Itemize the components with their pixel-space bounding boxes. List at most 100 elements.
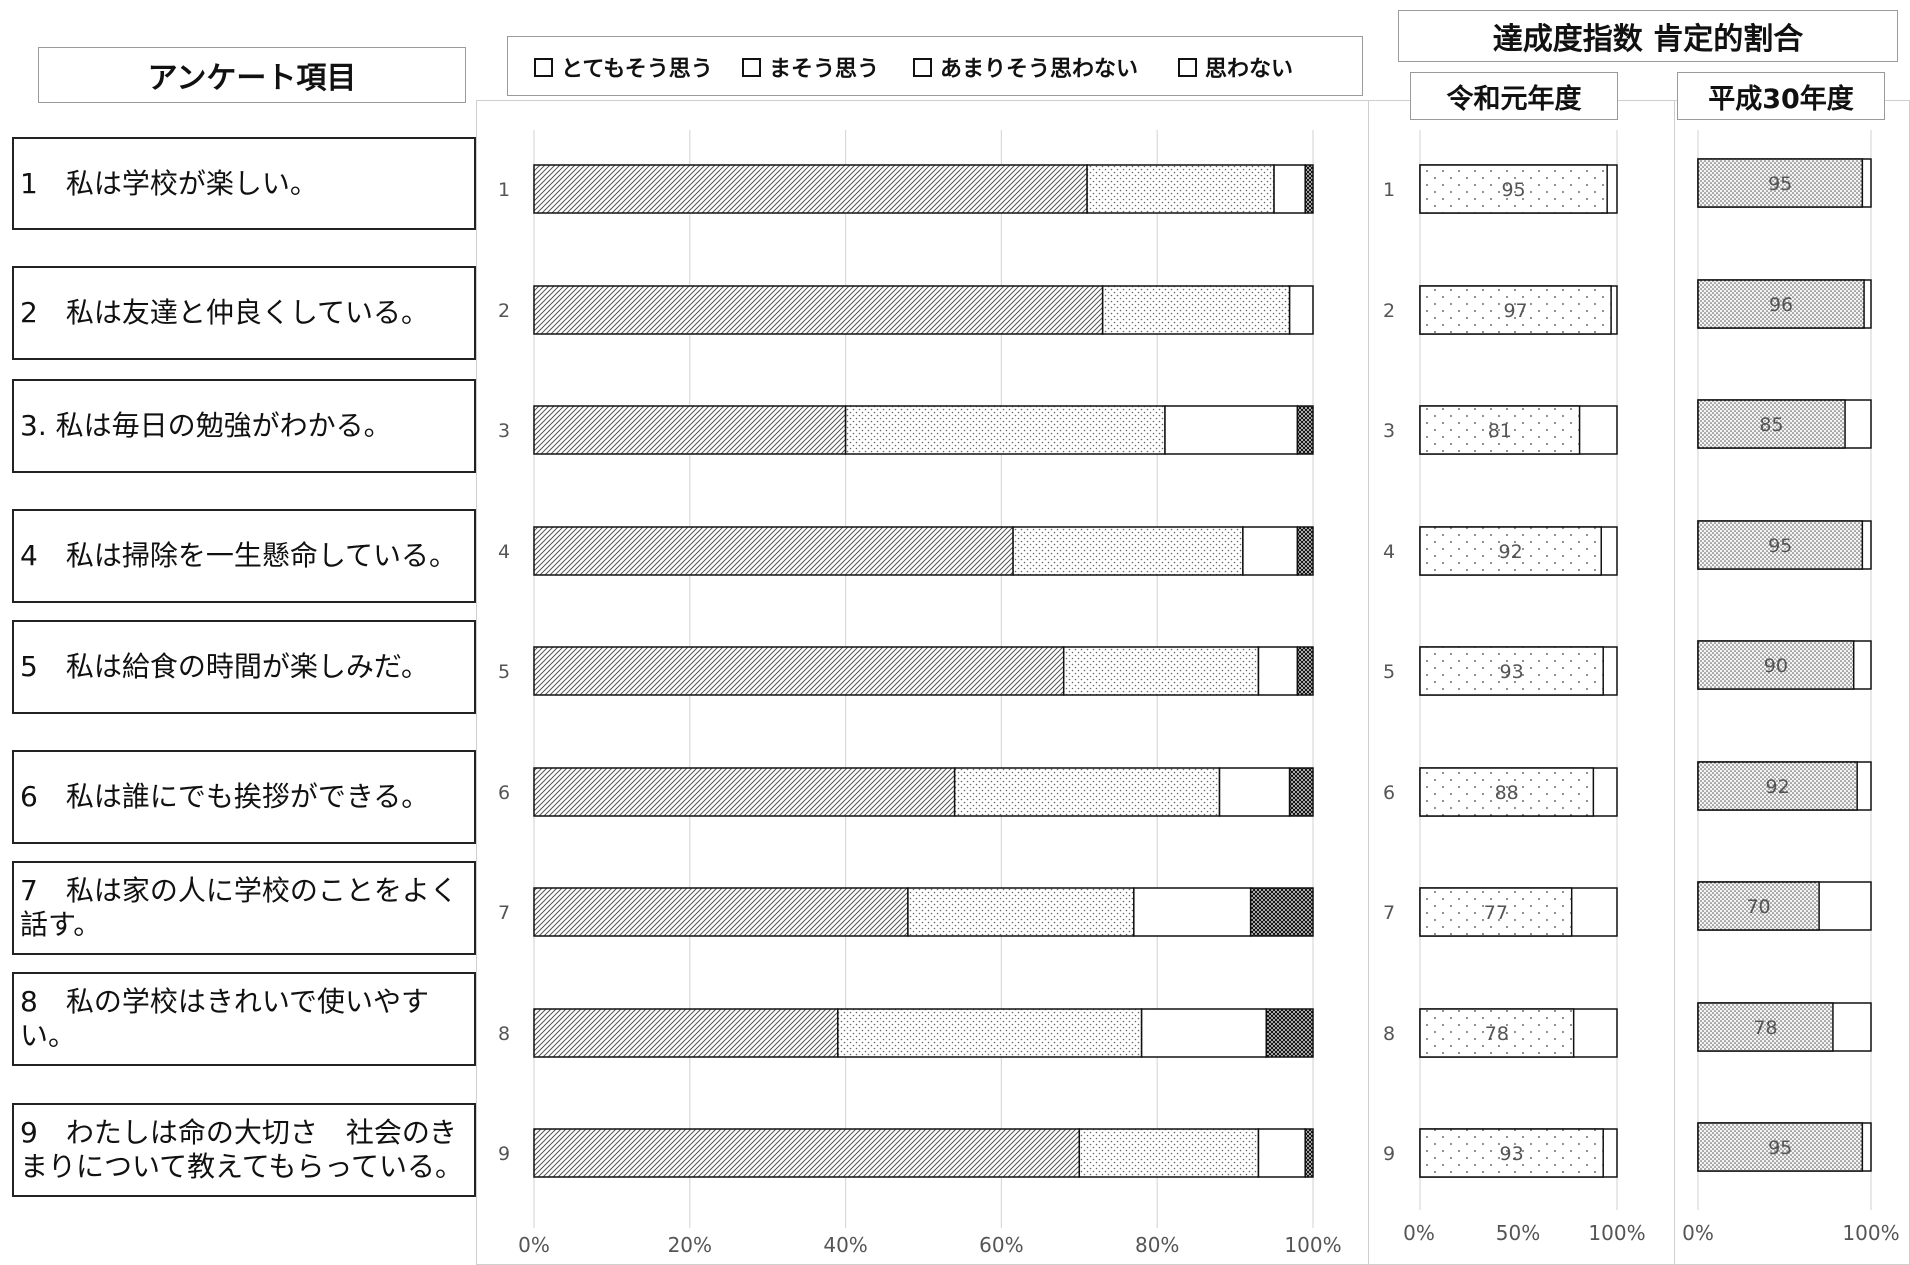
r1-year-title: 令和元年度 xyxy=(1446,83,1582,115)
bar xyxy=(1697,1002,1834,1052)
bar xyxy=(1697,158,1864,208)
category-label: 5 xyxy=(498,661,510,683)
legend-entry-disagree: あまりそう思わない xyxy=(913,37,1138,97)
bar xyxy=(1697,881,1820,931)
bar-segment xyxy=(1273,164,1306,214)
survey-item-6: 6 私は誰にでも挨拶ができる。 xyxy=(12,750,476,844)
x-tick-label: 0% xyxy=(518,1233,550,1257)
data-label: 88 xyxy=(1495,782,1519,804)
data-label: 97 xyxy=(1503,300,1527,322)
bar-segment xyxy=(1296,526,1314,576)
legend-label: あまりそう思わない xyxy=(940,57,1139,82)
h30-index-chart: 0% 100% 95 96 85 95 90 92 70 78 95 xyxy=(1682,130,1900,1245)
bar-segment xyxy=(533,767,956,817)
category-label: 1 xyxy=(1383,179,1395,201)
survey-item-2: 2 私は友達と仲良くしている。 xyxy=(12,266,476,360)
bar-segment xyxy=(844,405,1166,455)
bar-segment xyxy=(533,1128,1081,1178)
bar-segment xyxy=(1304,1128,1314,1178)
bar-segment xyxy=(533,405,847,455)
bar-segment xyxy=(1257,1128,1306,1178)
bar xyxy=(1419,646,1604,696)
data-label: 95 xyxy=(1501,179,1525,201)
category-label: 2 xyxy=(498,300,510,322)
survey-item-3: 3. 私は毎日の勉強がわかる。 xyxy=(12,379,476,473)
bar-segment xyxy=(1086,164,1275,214)
bar xyxy=(1419,1128,1604,1178)
legend-label: とてもそう思う xyxy=(561,57,713,82)
legend-label: まそう思う xyxy=(769,57,880,82)
x-tick-label: 20% xyxy=(668,1233,712,1257)
bar-segment xyxy=(1164,405,1299,455)
data-label: 92 xyxy=(1499,541,1523,563)
bar xyxy=(1419,767,1595,817)
bar-segment xyxy=(1288,767,1314,817)
data-label: 92 xyxy=(1765,776,1789,798)
bar-segment xyxy=(1218,767,1291,817)
survey-items-title: アンケート項目 xyxy=(147,61,357,96)
legend-label: 思わない xyxy=(1205,57,1294,82)
bar-segment xyxy=(1133,887,1252,937)
category-label: 2 xyxy=(1383,300,1395,322)
bar-segment xyxy=(953,767,1221,817)
data-label: 96 xyxy=(1769,294,1793,316)
survey-item-1: 1 私は学校が楽しい。 xyxy=(12,137,476,230)
legend-swatch xyxy=(742,57,761,77)
bar xyxy=(1419,405,1581,455)
category-label: 3 xyxy=(498,420,510,442)
bar-segment xyxy=(837,1008,1143,1058)
bar-segment xyxy=(1062,646,1260,696)
legend-swatch xyxy=(534,57,553,77)
category-label: 8 xyxy=(1383,1023,1395,1045)
category-label: 9 xyxy=(1383,1143,1395,1165)
legend: とてもそう思う まそう思う あまりそう思わない 思わない xyxy=(507,36,1363,96)
x-tick-label: 60% xyxy=(979,1233,1023,1257)
data-label: 70 xyxy=(1746,896,1770,918)
category-label: 1 xyxy=(498,179,510,201)
bar xyxy=(1419,526,1602,576)
data-label: 95 xyxy=(1768,535,1792,557)
bar-segment xyxy=(1078,1128,1260,1178)
x-tick-label: 0% xyxy=(1682,1221,1714,1245)
x-tick-label: 0% xyxy=(1403,1221,1435,1245)
bar-segment xyxy=(1304,164,1314,214)
survey-item-8: 8 私の学校はきれいで使いやすい。 xyxy=(12,972,476,1066)
legend-entry-strongly-disagree: 思わない xyxy=(1178,37,1293,97)
category-label: 8 xyxy=(498,1023,510,1045)
category-label: 6 xyxy=(498,782,510,804)
category-label: 7 xyxy=(1383,902,1395,924)
bar xyxy=(1419,164,1608,214)
category-label: 6 xyxy=(1383,782,1395,804)
bar-segment xyxy=(1296,646,1314,696)
survey-item-5: 5 私は給食の時間が楽しみだ。 xyxy=(12,620,476,714)
r1-year-label-box: 令和元年度 xyxy=(1410,72,1618,120)
category-label: 4 xyxy=(498,541,510,563)
bar-segment xyxy=(533,887,909,937)
data-label: 78 xyxy=(1485,1023,1509,1045)
h30-year-title: 平成30年度 xyxy=(1708,83,1854,115)
legend-swatch xyxy=(1178,57,1197,77)
bar xyxy=(1697,761,1858,811)
main-stacked-chart: 0% 20% 40% 60% 80% 100% 1 2 3 4 5 6 7 8 9 xyxy=(498,130,1342,1257)
bar xyxy=(1697,1122,1864,1172)
category-label: 4 xyxy=(1383,541,1395,563)
bar xyxy=(1419,1008,1575,1058)
x-tick-label: 50% xyxy=(1496,1221,1540,1245)
bar-segment xyxy=(533,164,1088,214)
legend-swatch xyxy=(913,57,932,77)
bar-segment xyxy=(1140,1008,1268,1058)
bar-segment xyxy=(1288,285,1314,335)
category-label: 3 xyxy=(1383,420,1395,442)
bar-segment xyxy=(1265,1008,1314,1058)
r1-index-chart: 0% 50% 100%1 952 973 814 925 936 887 778 789 93 xyxy=(1383,130,1646,1245)
index-header-title: 達成度指数 肯定的割合 xyxy=(1492,22,1804,57)
data-label: 93 xyxy=(1500,661,1524,683)
x-tick-label: 100% xyxy=(1588,1221,1645,1245)
bar xyxy=(1419,887,1573,937)
x-tick-label: 80% xyxy=(1135,1233,1179,1257)
category-label: 5 xyxy=(1383,661,1395,683)
bar-segment xyxy=(1101,285,1291,335)
bar-segment xyxy=(1012,526,1244,576)
legend-entry-very-agree: とてもそう思う xyxy=(534,37,713,97)
